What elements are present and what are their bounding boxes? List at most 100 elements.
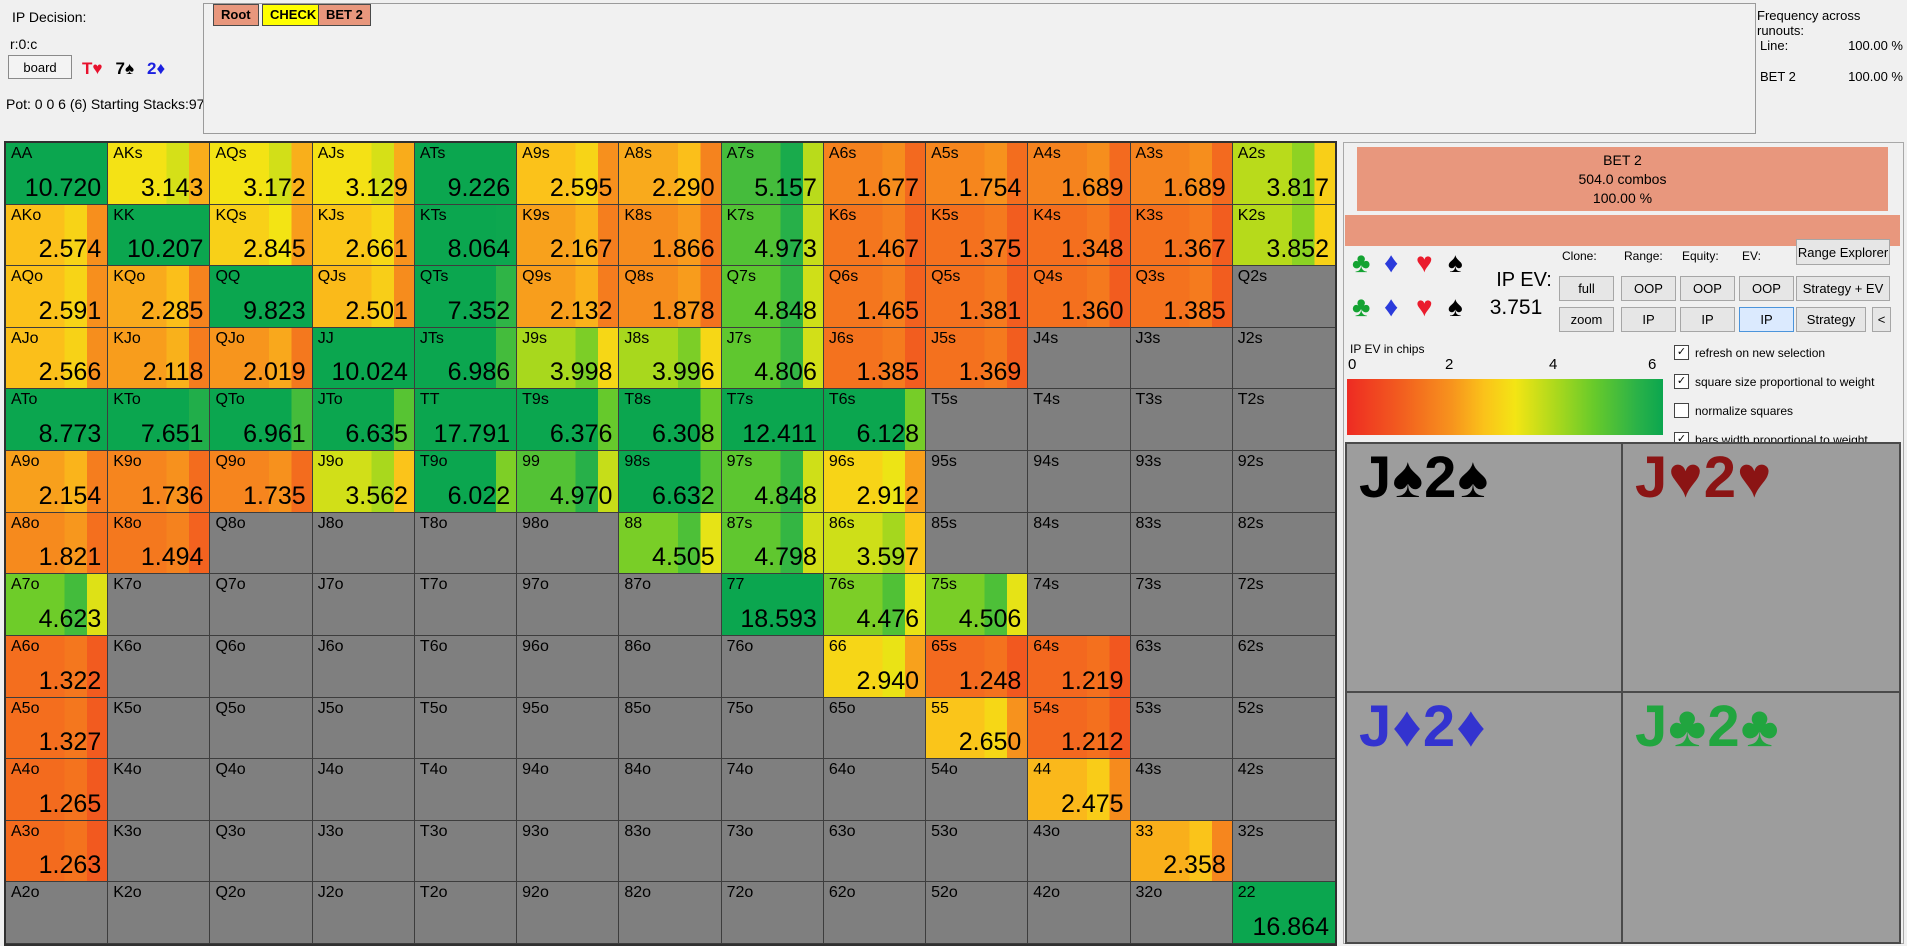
tab-bet-2[interactable]: BET 2 (318, 4, 371, 26)
hand-cell-T7o[interactable]: T7o (414, 574, 518, 636)
hand-cell-72s[interactable]: 72s (1232, 574, 1335, 636)
hand-cell-T6s[interactable]: T6s 6.128 (823, 389, 927, 452)
hand-cell-JJ[interactable]: JJ 10.024 (312, 327, 415, 390)
range-oop-button[interactable]: OOP (1621, 276, 1676, 301)
ev-ip-button[interactable]: IP (1739, 307, 1794, 332)
hand-cell-Q3o[interactable]: Q3o (210, 820, 313, 883)
hand-cell-K9o[interactable]: K9o 1.736 (108, 451, 211, 513)
hand-cell-65o[interactable]: 65o (823, 697, 927, 760)
hand-cell-95s[interactable]: 95s (926, 451, 1029, 513)
hand-cell-A2s[interactable]: A2s 3.817 (1232, 143, 1335, 205)
hand-cell-J8s[interactable]: J8s 3.996 (619, 327, 722, 390)
hand-cell-54s[interactable]: 54s 1.212 (1028, 697, 1131, 760)
hand-cell-K4s[interactable]: K4s 1.348 (1028, 204, 1131, 267)
hand-cell-AKs[interactable]: AKs 3.143 (108, 143, 211, 205)
hand-cell-Q7s[interactable]: Q7s 4.848 (721, 266, 824, 328)
hand-cell-KQo[interactable]: KQo 2.285 (108, 266, 211, 328)
hand-cell-93s[interactable]: 93s (1130, 451, 1233, 513)
hand-cell-88[interactable]: 88 4.505 (619, 512, 722, 575)
hand-cell-AQo[interactable]: AQo 2.591 (6, 266, 109, 328)
hand-cell-J6s[interactable]: J6s 1.385 (823, 327, 927, 390)
hand-cell-94o[interactable]: 94o (517, 759, 620, 821)
hand-cell-A6o[interactable]: A6o 1.322 (6, 635, 109, 698)
suit-icon-diamond[interactable]: ♦ (1384, 247, 1399, 278)
hand-cell-42o[interactable]: 42o (1028, 882, 1131, 944)
hand-cell-52o[interactable]: 52o (926, 882, 1029, 944)
hand-cell-62o[interactable]: 62o (823, 882, 927, 944)
hand-cell-82s[interactable]: 82s (1232, 512, 1335, 575)
hand-cell-94s[interactable]: 94s (1028, 451, 1131, 513)
hand-cell-Q5o[interactable]: Q5o (210, 697, 313, 760)
hand-cell-K6o[interactable]: K6o (108, 635, 211, 698)
hand-cell-99[interactable]: 99 4.970 (517, 451, 620, 513)
hand-cell-KTs[interactable]: KTs 8.064 (414, 204, 518, 267)
hand-cell-44[interactable]: 44 2.475 (1028, 759, 1131, 821)
board-button[interactable]: board (8, 55, 72, 79)
hand-cell-Q6s[interactable]: Q6s 1.465 (823, 266, 927, 328)
checkbox-normalize-squares[interactable]: normalize squares (1674, 403, 1793, 418)
hand-cell-92o[interactable]: 92o (517, 882, 620, 944)
hand-cell-A7o[interactable]: A7o 4.623 (6, 574, 109, 636)
hand-cell-K3o[interactable]: K3o (108, 820, 211, 883)
hand-cell-KQs[interactable]: KQs 2.845 (210, 204, 313, 267)
hand-cell-43o[interactable]: 43o (1028, 820, 1131, 883)
hand-cell-75s[interactable]: 75s 4.506 (926, 574, 1029, 636)
hand-cell-K6s[interactable]: K6s 1.467 (823, 204, 927, 267)
hand-cell-KK[interactable]: KK 10.207 (108, 204, 211, 267)
hand-cell-98s[interactable]: 98s 6.632 (619, 451, 722, 513)
hand-cell-J9s[interactable]: J9s 3.998 (517, 327, 620, 390)
hand-cell-A6s[interactable]: A6s 1.677 (823, 143, 927, 205)
hand-cell-73o[interactable]: 73o (721, 820, 824, 883)
hand-cell-76o[interactable]: 76o (721, 635, 824, 698)
suit-icon-spade[interactable]: ♠ (1448, 247, 1463, 278)
range-explorer-button[interactable]: Range Explorer (1796, 239, 1890, 265)
hand-cell-JTs[interactable]: JTs 6.986 (414, 327, 518, 390)
clone-zoom-button[interactable]: zoom (1559, 307, 1614, 332)
hand-cell-A3o[interactable]: A3o 1.263 (6, 820, 109, 883)
hand-cell-QTs[interactable]: QTs 7.352 (414, 266, 518, 328)
hand-cell-Q5s[interactable]: Q5s 1.381 (926, 266, 1029, 328)
hand-cell-87s[interactable]: 87s 4.798 (721, 512, 824, 575)
hand-cell-KJs[interactable]: KJs 2.661 (312, 204, 415, 267)
hand-cell-86o[interactable]: 86o (619, 635, 722, 698)
hand-cell-AKo[interactable]: AKo 2.574 (6, 204, 109, 267)
hand-cell-AA[interactable]: AA 10.720 (6, 143, 109, 205)
hand-cell-82o[interactable]: 82o (619, 882, 722, 944)
hand-cell-KTo[interactable]: KTo 7.651 (108, 389, 211, 452)
hand-cell-96o[interactable]: 96o (517, 635, 620, 698)
hand-cell-J4s[interactable]: J4s (1028, 327, 1131, 390)
combo-j2-diamond[interactable]: J♦2♦ (1347, 693, 1623, 942)
suit-icon-diamond[interactable]: ♦ (1384, 291, 1399, 322)
hand-cell-Q2o[interactable]: Q2o (210, 882, 313, 944)
hand-cell-J3s[interactable]: J3s (1130, 327, 1233, 390)
hand-cell-83s[interactable]: 83s (1130, 512, 1233, 575)
checkbox-box[interactable]: ✓ (1674, 374, 1689, 389)
hand-cell-76s[interactable]: 76s 4.476 (823, 574, 927, 636)
suit-icon-club[interactable]: ♣ (1352, 247, 1371, 278)
hand-cell-97o[interactable]: 97o (517, 574, 620, 636)
hand-cell-A8o[interactable]: A8o 1.821 (6, 512, 109, 575)
hand-cell-A5s[interactable]: A5s 1.754 (926, 143, 1029, 205)
hand-cell-43s[interactable]: 43s (1130, 759, 1233, 821)
hand-cell-QJo[interactable]: QJo 2.019 (210, 327, 313, 390)
hand-cell-J7o[interactable]: J7o (312, 574, 415, 636)
hand-cell-74s[interactable]: 74s (1028, 574, 1131, 636)
hand-cell-64o[interactable]: 64o (823, 759, 927, 821)
range-ip-button[interactable]: IP (1621, 307, 1676, 332)
hand-cell-75o[interactable]: 75o (721, 697, 824, 760)
hand-cell-T4s[interactable]: T4s (1028, 389, 1131, 452)
hand-cell-Q7o[interactable]: Q7o (210, 574, 313, 636)
hand-cell-77[interactable]: 77 18.593 (721, 574, 824, 636)
hand-cell-Q8o[interactable]: Q8o (210, 512, 313, 575)
hand-cell-83o[interactable]: 83o (619, 820, 722, 883)
hand-cell-K9s[interactable]: K9s 2.167 (517, 204, 620, 267)
hand-cell-Q2s[interactable]: Q2s (1232, 266, 1335, 328)
hand-cell-AQs[interactable]: AQs 3.172 (210, 143, 313, 205)
hand-cell-84s[interactable]: 84s (1028, 512, 1131, 575)
strategy-button[interactable]: Strategy (1796, 307, 1866, 332)
ev-oop-button[interactable]: OOP (1739, 276, 1794, 301)
hand-cell-96s[interactable]: 96s 2.912 (823, 451, 927, 513)
hand-cell-97s[interactable]: 97s 4.848 (721, 451, 824, 513)
hand-cell-AJo[interactable]: AJo 2.566 (6, 327, 109, 390)
hand-cell-93o[interactable]: 93o (517, 820, 620, 883)
